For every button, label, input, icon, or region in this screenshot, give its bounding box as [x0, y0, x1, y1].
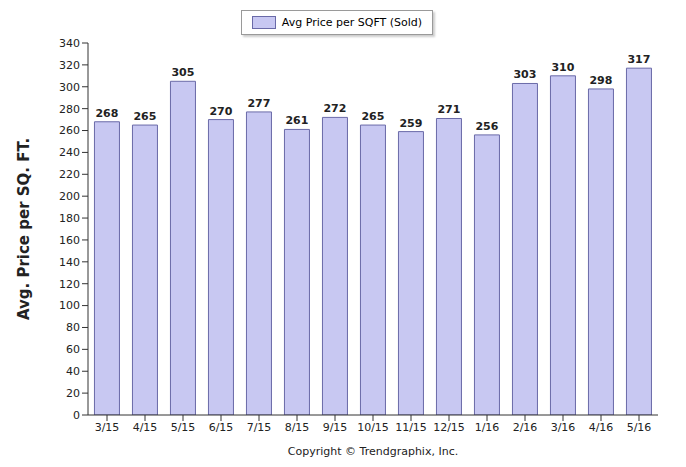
svg-text:340: 340 — [59, 37, 80, 50]
svg-text:260: 260 — [59, 124, 80, 137]
svg-text:300: 300 — [59, 81, 80, 94]
svg-text:268: 268 — [95, 107, 118, 120]
svg-text:4/16: 4/16 — [589, 421, 614, 434]
svg-text:8/15: 8/15 — [285, 421, 310, 434]
svg-text:272: 272 — [323, 102, 346, 115]
svg-text:240: 240 — [59, 146, 80, 159]
svg-text:220: 220 — [59, 168, 80, 181]
svg-text:265: 265 — [361, 110, 384, 123]
svg-text:3/15: 3/15 — [95, 421, 120, 434]
svg-text:20: 20 — [66, 387, 80, 400]
svg-text:0: 0 — [73, 409, 80, 422]
svg-text:305: 305 — [171, 66, 194, 79]
svg-text:4/15: 4/15 — [133, 421, 158, 434]
svg-text:298: 298 — [589, 74, 612, 87]
svg-text:10/15: 10/15 — [357, 421, 389, 434]
svg-text:5/16: 5/16 — [627, 421, 652, 434]
svg-text:303: 303 — [513, 68, 536, 81]
svg-text:180: 180 — [59, 212, 80, 225]
svg-text:7/15: 7/15 — [247, 421, 272, 434]
svg-text:320: 320 — [59, 59, 80, 72]
svg-text:Copyright © Trendgraphix, Inc.: Copyright © Trendgraphix, Inc. — [288, 445, 458, 458]
svg-text:3/16: 3/16 — [551, 421, 576, 434]
svg-text:280: 280 — [59, 103, 80, 116]
svg-text:11/15: 11/15 — [395, 421, 427, 434]
svg-text:80: 80 — [66, 321, 80, 334]
svg-text:120: 120 — [59, 278, 80, 291]
svg-text:12/15: 12/15 — [433, 421, 465, 434]
svg-text:Avg. Price per SQ. FT.: Avg. Price per SQ. FT. — [15, 138, 33, 320]
html-text:Avg Price per SQFT (Sold): Avg Price per SQFT (Sold) — [281, 16, 423, 29]
svg-text:261: 261 — [285, 114, 308, 127]
svg-text:265: 265 — [133, 110, 156, 123]
svg-text:9/15: 9/15 — [323, 421, 348, 434]
svg-text:1/16: 1/16 — [475, 421, 500, 434]
svg-text:6/15: 6/15 — [209, 421, 234, 434]
svg-text:200: 200 — [59, 190, 80, 203]
svg-text:5/15: 5/15 — [171, 421, 196, 434]
svg-text:60: 60 — [66, 343, 80, 356]
svg-text:140: 140 — [59, 256, 80, 269]
svg-text:277: 277 — [247, 97, 270, 110]
svg-text:160: 160 — [59, 234, 80, 247]
svg-text:271: 271 — [437, 103, 460, 116]
svg-text:2/16: 2/16 — [513, 421, 538, 434]
svg-text:40: 40 — [66, 365, 80, 378]
svg-text:317: 317 — [627, 53, 650, 66]
svg-text:256: 256 — [475, 120, 498, 133]
svg-text:270: 270 — [209, 105, 232, 118]
svg-text:310: 310 — [551, 61, 574, 74]
svg-text:100: 100 — [59, 299, 80, 312]
svg-text:259: 259 — [399, 117, 422, 130]
